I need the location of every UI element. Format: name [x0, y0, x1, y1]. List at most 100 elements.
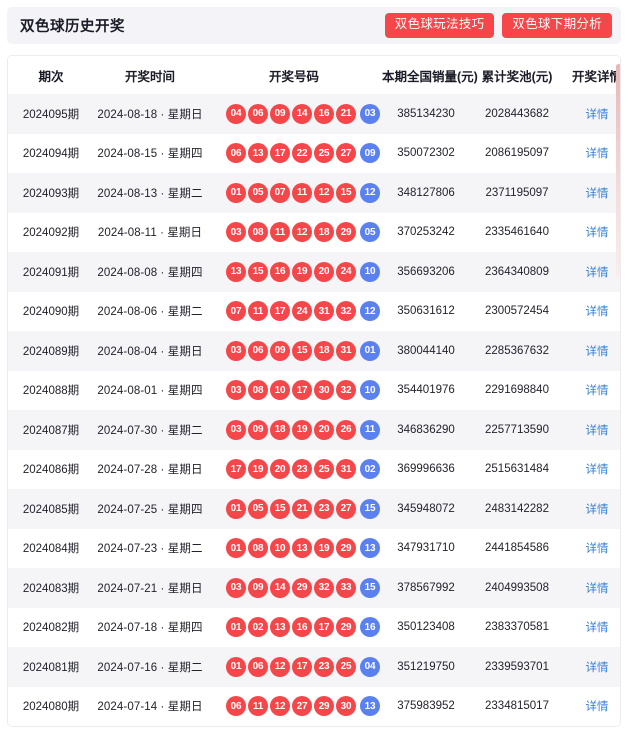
detail-link[interactable]: 详情 — [585, 306, 609, 319]
red-ball: 13 — [292, 538, 312, 559]
detail-link[interactable]: 详情 — [585, 464, 609, 477]
table-header-row: 期次 开奖时间 开奖号码 本期全国销量(元) 累计奖池(元) 开奖详情 — [8, 56, 620, 94]
cell-issue: 2024092期 — [22, 227, 80, 240]
red-ball: 20 — [314, 261, 334, 282]
red-ball: 25 — [314, 459, 334, 480]
blue-ball: 15 — [360, 577, 380, 598]
cell-national-sales: 346836290 — [397, 423, 455, 436]
column-header-sales: 本期全国销量(元) — [382, 56, 478, 94]
red-ball: 19 — [248, 459, 268, 480]
ball-group: 01 08 10 13 19 29 13 — [226, 538, 382, 559]
detail-link[interactable]: 详情 — [585, 345, 609, 358]
vertical-scrollbar-thumb[interactable] — [616, 64, 620, 279]
cell-detail: 详情 — [564, 647, 620, 687]
ball-group: 01 06 12 17 23 25 04 — [226, 656, 382, 677]
red-ball: 16 — [270, 261, 290, 282]
red-ball: 06 — [226, 143, 246, 164]
cell-detail: 详情 — [564, 213, 620, 253]
ball-group: 17 19 20 23 25 31 02 — [226, 459, 382, 480]
red-ball: 03 — [226, 419, 246, 440]
cell-detail: 详情 — [564, 410, 620, 450]
blue-ball: 02 — [360, 459, 380, 480]
detail-link[interactable]: 详情 — [585, 385, 609, 398]
cell-issue: 2024094期 — [22, 148, 80, 161]
vertical-scrollbar[interactable] — [616, 56, 620, 726]
detail-link[interactable]: 详情 — [585, 582, 609, 595]
red-ball: 19 — [292, 261, 312, 282]
blue-ball: 10 — [360, 380, 380, 401]
red-ball: 13 — [270, 617, 290, 638]
cell-detail: 详情 — [564, 331, 620, 371]
blue-ball: 09 — [360, 143, 380, 164]
table-row: 2024081期 2024-07-16 · 星期二 01 06 12 17 23 25 04 35… — [8, 647, 620, 687]
cell-prize-pool: 2300572454 — [485, 305, 549, 318]
play-tips-button[interactable]: 双色球玩法技巧 — [384, 13, 495, 38]
cell-detail: 详情 — [564, 529, 620, 569]
red-ball: 17 — [226, 459, 246, 480]
red-ball: 09 — [248, 577, 268, 598]
red-ball: 03 — [226, 380, 246, 401]
cell-draw-date: 2024-08-01 · 星期四 — [97, 385, 203, 398]
cell-prize-pool: 2339593701 — [485, 660, 549, 673]
red-ball: 10 — [270, 538, 290, 559]
red-ball: 05 — [248, 182, 268, 203]
red-ball: 32 — [336, 301, 356, 322]
detail-link[interactable]: 详情 — [585, 266, 609, 279]
red-ball: 14 — [292, 103, 312, 124]
ball-group: 01 02 13 16 17 29 16 — [226, 617, 382, 638]
cell-prize-pool: 2441854586 — [485, 542, 549, 555]
detail-link[interactable]: 详情 — [585, 543, 609, 556]
cell-issue: 2024087期 — [22, 424, 80, 437]
cell-draw-date: 2024-08-11 · 星期日 — [97, 227, 203, 240]
cell-prize-pool: 2291698840 — [485, 384, 549, 397]
cell-draw-date: 2024-07-25 · 星期四 — [97, 503, 203, 516]
cell-draw-date: 2024-08-06 · 星期二 — [97, 306, 203, 319]
red-ball: 31 — [314, 301, 334, 322]
cell-prize-pool: 2364340809 — [485, 265, 549, 278]
red-ball: 20 — [270, 459, 290, 480]
red-ball: 05 — [248, 498, 268, 519]
table-row: 2024088期 2024-08-01 · 星期四 03 08 10 17 30 32 10 35… — [8, 370, 620, 410]
detail-link[interactable]: 详情 — [585, 661, 609, 674]
ball-group: 01 05 07 11 12 15 12 — [226, 182, 382, 203]
table-row: 2024087期 2024-07-30 · 星期二 03 09 18 19 20 26 11 34… — [8, 410, 620, 450]
cell-national-sales: 348127806 — [397, 186, 455, 199]
cell-winning-numbers: 06 13 17 22 25 27 09 — [206, 134, 382, 174]
detail-link[interactable]: 详情 — [585, 227, 609, 240]
next-analysis-button[interactable]: 双色球下期分析 — [502, 13, 612, 38]
table-row: 2024089期 2024-08-04 · 星期日 03 06 09 15 18 31 01 38… — [8, 331, 620, 371]
table-row: 2024094期 2024-08-15 · 星期四 06 13 17 22 25 27 09 35… — [8, 133, 620, 174]
cell-winning-numbers: 13 15 16 19 20 24 10 — [206, 252, 382, 292]
cell-winning-numbers: 03 09 18 19 20 26 11 — [206, 410, 382, 450]
ball-group: 03 08 10 17 30 32 10 — [226, 380, 382, 401]
column-header-numbers: 开奖号码 — [206, 56, 382, 94]
detail-link[interactable]: 详情 — [585, 622, 609, 635]
detail-link[interactable]: 详情 — [585, 701, 609, 714]
column-header-date: 开奖时间 — [94, 56, 206, 94]
cell-prize-pool: 2257713590 — [485, 423, 549, 436]
cell-detail: 详情 — [564, 687, 620, 727]
cell-issue: 2024093期 — [22, 187, 80, 200]
red-ball: 13 — [248, 143, 268, 164]
red-ball: 04 — [226, 103, 246, 124]
cell-detail: 详情 — [564, 568, 620, 608]
red-ball: 11 — [248, 301, 268, 322]
red-ball: 27 — [292, 696, 312, 717]
detail-link[interactable]: 详情 — [585, 424, 609, 437]
red-ball: 29 — [336, 538, 356, 559]
cell-draw-date: 2024-07-28 · 星期日 — [97, 464, 203, 477]
detail-link[interactable]: 详情 — [585, 108, 609, 121]
blue-ball: 04 — [360, 656, 380, 677]
column-header-pool: 累计奖池(元) — [470, 56, 564, 94]
red-ball: 01 — [226, 182, 246, 203]
detail-link[interactable]: 详情 — [585, 187, 609, 200]
red-ball: 33 — [336, 577, 356, 598]
detail-link[interactable]: 详情 — [585, 148, 609, 161]
red-ball: 08 — [248, 538, 268, 559]
red-ball: 32 — [314, 577, 334, 598]
cell-prize-pool: 2383370581 — [485, 621, 549, 634]
detail-link[interactable]: 详情 — [585, 503, 609, 516]
table-row: 2024092期 2024-08-11 · 星期日 03 08 11 12 18 29 05 37… — [8, 212, 620, 253]
table-row: 2024083期 2024-07-21 · 星期日 03 09 14 29 32 33 15 37… — [8, 568, 620, 608]
